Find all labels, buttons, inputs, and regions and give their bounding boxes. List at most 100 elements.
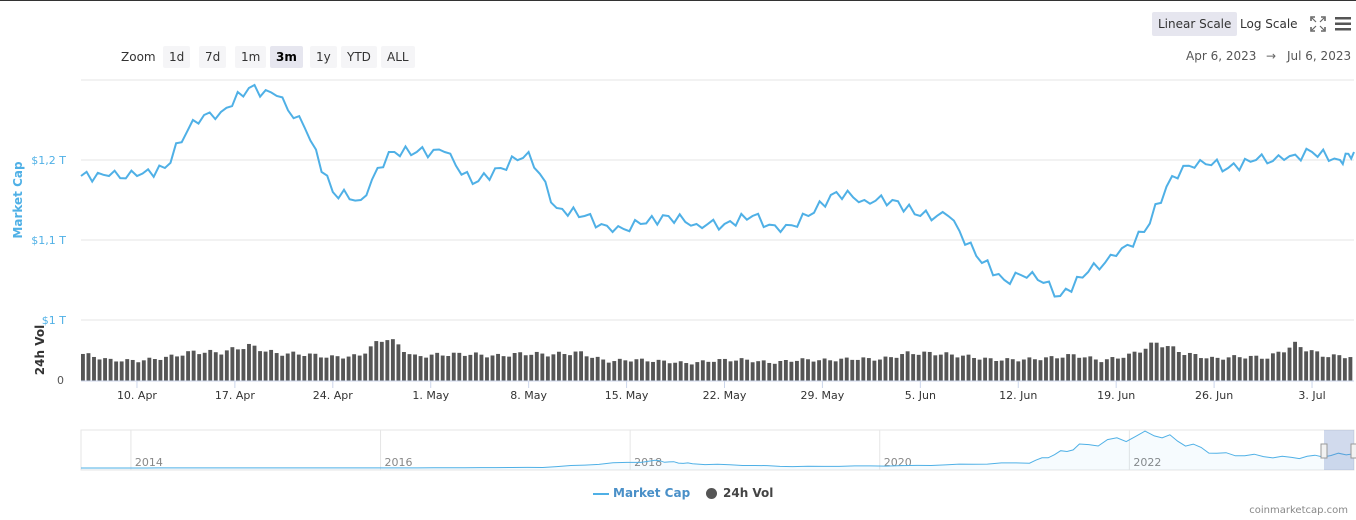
- volume-bar: [1293, 341, 1297, 381]
- volume-bar: [158, 359, 163, 381]
- volume-bar: [1193, 354, 1198, 381]
- y-axis-title: Market Cap: [11, 161, 25, 239]
- volume-bar: [645, 361, 650, 381]
- volume-bar: [169, 354, 174, 381]
- volume-bar: [175, 356, 179, 381]
- range-from[interactable]: Apr 6, 2023: [1186, 49, 1257, 63]
- navigator-handle-left[interactable]: [1320, 443, 1328, 459]
- volume-bar: [313, 353, 318, 381]
- volume-bar: [252, 345, 257, 381]
- volume-bar: [761, 360, 766, 381]
- volume-bar: [706, 361, 711, 381]
- volume-bar: [673, 362, 678, 381]
- zoom-button-ytd[interactable]: YTD: [341, 46, 377, 68]
- market-cap-line: [80, 83, 1355, 298]
- x-tick-label: 12. Jun: [999, 389, 1037, 402]
- volume-bar: [689, 364, 694, 381]
- volume-bar: [92, 356, 96, 381]
- volume-bar: [905, 351, 910, 381]
- credits-link[interactable]: coinmarketcap.com: [1249, 505, 1348, 516]
- volume-bar: [1287, 347, 1292, 381]
- volume-bar: [844, 357, 849, 381]
- fullscreen-icon[interactable]: [1308, 14, 1328, 34]
- legend-line-icon: [593, 492, 609, 495]
- volume-bar: [878, 359, 882, 381]
- navigator-tick-label: 2014: [135, 456, 163, 469]
- zoom-button-1y[interactable]: 1y: [310, 46, 337, 68]
- volume-bar: [119, 361, 124, 381]
- volume-bar: [141, 360, 146, 381]
- volume-bar: [97, 359, 102, 381]
- volume-bar: [1315, 351, 1320, 381]
- volume-bar: [678, 361, 683, 381]
- y-tick-label: $1,2 T: [31, 154, 66, 167]
- volume-bar: [446, 356, 451, 381]
- volume-bar: [1138, 352, 1143, 381]
- volume-bar: [900, 354, 905, 381]
- range-to[interactable]: Jul 6, 2023: [1287, 49, 1352, 63]
- volume-bar: [551, 354, 556, 381]
- volume-bar: [307, 353, 312, 381]
- volume-bar: [640, 358, 644, 381]
- volume-bar: [479, 354, 484, 381]
- volume-bar: [440, 355, 445, 381]
- volume-bar: [302, 356, 307, 381]
- range-separator: →: [1266, 49, 1277, 63]
- volume-bar: [700, 360, 705, 381]
- volume-bar: [1088, 356, 1093, 381]
- volume-bar: [390, 339, 395, 381]
- volume-bar: [850, 359, 855, 381]
- legend-24h-vol[interactable]: 24h Vol: [706, 486, 773, 500]
- navigator-selection: [1324, 430, 1354, 470]
- volume-bar: [81, 353, 85, 381]
- volume-bar: [894, 357, 899, 381]
- volume-bar: [1187, 352, 1192, 381]
- volume-bar: [1010, 359, 1015, 381]
- volume-bar: [1226, 357, 1231, 381]
- volume-bar: [1110, 357, 1115, 381]
- volume-bar: [1298, 347, 1303, 381]
- volume-bar: [750, 362, 755, 381]
- volume-bar: [889, 357, 893, 381]
- volume-bar: [1143, 348, 1148, 381]
- volume-bar: [1176, 352, 1181, 381]
- volume-bar: [1027, 357, 1032, 381]
- volume-bar: [1055, 358, 1059, 381]
- volume-bar: [883, 356, 888, 381]
- zoom-button-3m[interactable]: 3m: [270, 46, 303, 68]
- zoom-button-all[interactable]: ALL: [381, 46, 415, 68]
- log-scale-button[interactable]: Log Scale: [1240, 17, 1298, 31]
- x-tick-label: 8. May: [510, 389, 547, 402]
- volume-bar: [545, 356, 550, 381]
- zoom-button-7d[interactable]: 7d: [199, 46, 227, 68]
- volume-bar: [1060, 357, 1065, 381]
- navigator-tick-label: 2018: [634, 456, 662, 469]
- volume-bar: [745, 359, 750, 381]
- volume-bar: [734, 360, 738, 381]
- volume-bar: [1121, 357, 1126, 381]
- volume-bar: [568, 355, 572, 381]
- volume-bar: [861, 357, 866, 381]
- volume-bar: [617, 358, 622, 381]
- x-tick-label: 24. Apr: [313, 389, 353, 402]
- volume-bar: [1282, 352, 1286, 381]
- volume-bar: [1182, 355, 1187, 381]
- volume-bar: [972, 357, 976, 381]
- volume-bar: [501, 356, 506, 381]
- legend-market-cap[interactable]: Market Cap: [593, 486, 690, 500]
- navigator-handle-right[interactable]: [1350, 443, 1356, 459]
- volume-bar: [435, 352, 440, 381]
- zoom-button-1d[interactable]: 1d: [163, 46, 191, 68]
- menu-icon[interactable]: [1333, 14, 1353, 34]
- zoom-button-1m[interactable]: 1m: [235, 46, 267, 68]
- linear-scale-button[interactable]: Linear Scale: [1152, 12, 1238, 36]
- volume-bar: [407, 354, 412, 381]
- volume-bar: [717, 359, 722, 381]
- navigator-tick-label: 2016: [385, 456, 413, 469]
- y-tick-label: $1 T: [42, 314, 66, 327]
- volume-bar: [280, 355, 285, 381]
- volume-bar: [274, 353, 279, 381]
- volume-bar: [1243, 358, 1248, 381]
- volume-bar: [1221, 359, 1226, 381]
- volume-bar: [1021, 359, 1026, 381]
